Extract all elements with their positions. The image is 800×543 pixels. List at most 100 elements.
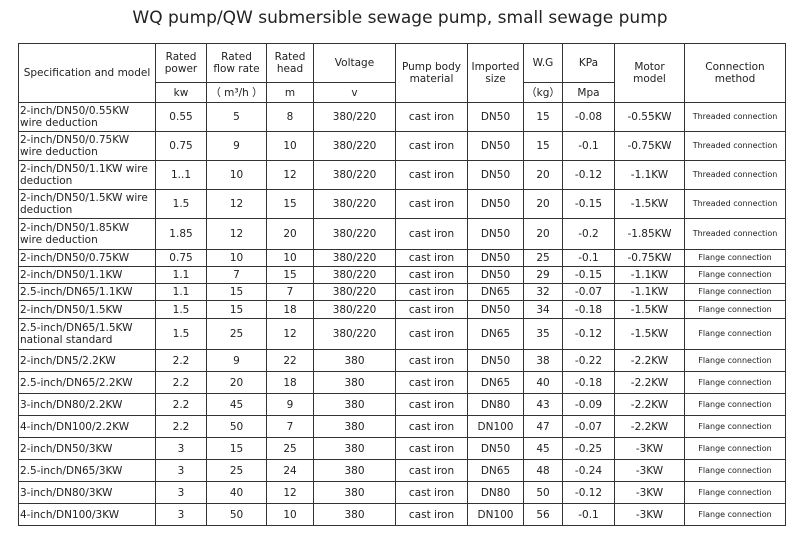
- table-cell: DN50: [467, 266, 524, 284]
- table-cell: 7: [206, 266, 267, 284]
- table-cell: -0.12: [562, 481, 615, 504]
- table-cell: 15: [266, 189, 314, 219]
- table-cell: 3: [155, 459, 207, 482]
- table-cell: cast iron: [395, 218, 468, 250]
- column-unit: m: [266, 82, 314, 103]
- table-cell: 12: [266, 318, 314, 350]
- table-cell: -2.2KW: [614, 415, 685, 438]
- table-row: 2-inch/DN50/1.5KW 1.5 15 18 380/220 cast iron…: [18, 300, 786, 319]
- table-cell: DN50: [467, 249, 524, 267]
- table-cell: 20: [206, 371, 267, 394]
- table-cell: cast iron: [395, 300, 468, 319]
- table-cell: -3KW: [614, 481, 685, 504]
- table-cell: -0.25: [562, 437, 615, 460]
- table-cell: 380: [313, 415, 396, 438]
- table-cell: cast iron: [395, 503, 468, 526]
- table-cell: 24: [266, 459, 314, 482]
- table-cell: -1.1KW: [614, 266, 685, 284]
- table-cell: cast iron: [395, 459, 468, 482]
- table-cell: -2.2KW: [614, 371, 685, 394]
- table-cell: DN50: [467, 160, 524, 190]
- table-cell: 380: [313, 481, 396, 504]
- table-cell: -0.1: [562, 131, 615, 161]
- table-cell: DN50: [467, 131, 524, 161]
- table-cell: 380/220: [313, 300, 396, 319]
- table-cell: 380/220: [313, 318, 396, 350]
- table-cell: -3KW: [614, 459, 685, 482]
- table-cell: 18: [266, 300, 314, 319]
- table-row: 2-inch/DN50/0.75KW 0.75 10 10 380/220 cast ir…: [18, 249, 786, 267]
- table-cell: 3: [155, 503, 207, 526]
- table-cell: 43: [523, 393, 563, 416]
- table-cell: 380/220: [313, 160, 396, 190]
- column-unit: v: [313, 82, 396, 103]
- table-cell: DN50: [467, 189, 524, 219]
- table-cell: 15: [266, 266, 314, 284]
- table-cell: DN50: [467, 102, 524, 132]
- table-cell: 0.55: [155, 102, 207, 132]
- table-cell: 3-inch/DN80/3KW: [18, 481, 156, 504]
- table-cell: Flange connection: [684, 415, 786, 438]
- table-cell: 2-inch/DN50/0.75KW wire deduction: [18, 131, 156, 161]
- table-cell: 15: [206, 283, 267, 301]
- table-cell: -0.24: [562, 459, 615, 482]
- table-cell: Flange connection: [684, 266, 786, 284]
- table-cell: 2-inch/DN50/1.5KW wire deduction: [18, 189, 156, 219]
- table-cell: 10: [266, 503, 314, 526]
- table-row: 2-inch/DN50/1.1KW 1.1 7 15 380/220 cast iron D…: [18, 266, 786, 284]
- table-cell: -0.12: [562, 318, 615, 350]
- table-cell: cast iron: [395, 160, 468, 190]
- table-cell: 29: [523, 266, 563, 284]
- table-cell: 2-inch/DN50/1.5KW: [18, 300, 156, 319]
- table-cell: 0.75: [155, 249, 207, 267]
- column-header: KPa: [562, 43, 615, 83]
- table-cell: 15: [523, 131, 563, 161]
- table-cell: Flange connection: [684, 371, 786, 394]
- table-cell: 47: [523, 415, 563, 438]
- table-cell: -1.1KW: [614, 160, 685, 190]
- table-cell: cast iron: [395, 481, 468, 504]
- table-cell: 2.5-inch/DN65/3KW: [18, 459, 156, 482]
- table-cell: 380/220: [313, 102, 396, 132]
- table-cell: 25: [206, 459, 267, 482]
- table-cell: Threaded connection: [684, 189, 786, 219]
- table-cell: -2.2KW: [614, 349, 685, 372]
- column-header: Pump body material: [395, 43, 468, 103]
- table-cell: 380: [313, 437, 396, 460]
- table-cell: DN65: [467, 459, 524, 482]
- table-cell: Flange connection: [684, 249, 786, 267]
- column-header: Specification and model: [18, 43, 156, 103]
- table-cell: 45: [523, 437, 563, 460]
- table-row: 2-inch/DN50/0.75KW wire deduction 0.75 9 10…: [18, 131, 786, 161]
- table-cell: Flange connection: [684, 503, 786, 526]
- table-cell: -3KW: [614, 437, 685, 460]
- table-cell: cast iron: [395, 249, 468, 267]
- table-cell: 1.85: [155, 218, 207, 250]
- table-cell: 45: [206, 393, 267, 416]
- column-unit: Mpa: [562, 82, 615, 103]
- table-row: 2.5-inch/DN65/1.1KW 1.1 15 7 380/220 cast iro…: [18, 283, 786, 301]
- table-cell: 10: [266, 249, 314, 267]
- table-cell: 25: [206, 318, 267, 350]
- table-cell: -0.55KW: [614, 102, 685, 132]
- table-cell: Threaded connection: [684, 131, 786, 161]
- table-cell: cast iron: [395, 349, 468, 372]
- table-cell: -0.75KW: [614, 131, 685, 161]
- table-cell: 2.5-inch/DN65/1.5KW national standard: [18, 318, 156, 350]
- table-cell: 3: [155, 481, 207, 504]
- title: WQ pump/QW submersible sewage pump, smal…: [132, 8, 668, 28]
- table-cell: cast iron: [395, 283, 468, 301]
- table-cell: DN50: [467, 300, 524, 319]
- table-cell: 15: [206, 437, 267, 460]
- table-cell: Threaded connection: [684, 218, 786, 250]
- table-cell: 25: [266, 437, 314, 460]
- table-cell: 22: [266, 349, 314, 372]
- table-cell: 9: [266, 393, 314, 416]
- table-cell: DN100: [467, 503, 524, 526]
- table-cell: 380/220: [313, 218, 396, 250]
- table-cell: 1..1: [155, 160, 207, 190]
- table-cell: 10: [266, 131, 314, 161]
- table-cell: -1.5KW: [614, 300, 685, 319]
- table-cell: 34: [523, 300, 563, 319]
- table-cell: 2.2: [155, 393, 207, 416]
